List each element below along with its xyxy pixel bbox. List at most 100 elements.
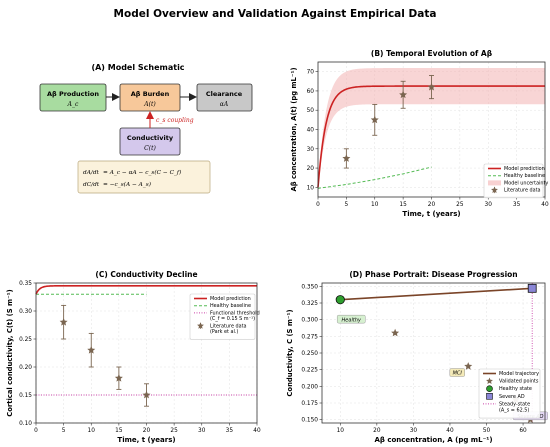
y-tick-label: 0.30 bbox=[19, 309, 32, 315]
node-clearance-label: Clearance bbox=[206, 90, 243, 98]
chart-title: (B) Temporal Evolution of Aβ bbox=[371, 49, 493, 58]
panel-d-phase-portrait: 10 20 30 40 50 60 0.150 0.175 0.200 0.225 0.250 0.2… bbox=[286, 270, 548, 444]
literature-data-point bbox=[342, 154, 351, 162]
equation-2-lhs: dC/dt bbox=[83, 182, 100, 188]
legend-box bbox=[478, 368, 541, 419]
node-burden-sub: A(t) bbox=[143, 101, 156, 108]
x-tick-label: 10 bbox=[88, 428, 96, 434]
x-tick-label: 40 bbox=[253, 428, 261, 434]
x-tick-label: 35 bbox=[226, 428, 234, 434]
legend-label: Literature data bbox=[504, 188, 541, 194]
legend-label: Model uncertainty bbox=[504, 180, 548, 186]
node-clearance: Clearance αA bbox=[196, 83, 253, 112]
region-annotation-label: Healthy bbox=[342, 317, 362, 323]
panel-a-schematic: (A) Model Schematic Aβ Production A_c Aβ… bbox=[39, 63, 253, 194]
y-tick-label: 0.10 bbox=[19, 421, 32, 427]
legend-label-line2: (C_f = 0.15 S m⁻¹) bbox=[210, 316, 255, 322]
literature-data-point bbox=[59, 318, 68, 326]
literature-data-point bbox=[370, 115, 379, 124]
x-tick-label: 0 bbox=[34, 428, 38, 434]
legend-label: Literature data bbox=[210, 323, 247, 329]
y-tick-label: 60 bbox=[307, 89, 315, 95]
x-tick-label: 10 bbox=[337, 428, 345, 434]
panel-c-conductivity-decline: 0 5 10 15 20 25 30 35 40 0.10 0.15 0.20 0.25 0.30 0.35… bbox=[6, 270, 261, 444]
y-tick-label: 70 bbox=[307, 70, 315, 76]
y-tick-label: 40 bbox=[307, 128, 315, 134]
legend-label: Healthy baseline bbox=[210, 303, 251, 309]
y-tick-label: 20 bbox=[307, 166, 315, 172]
x-tick-label: 20 bbox=[373, 428, 381, 434]
legend-label-line2: (Park et al.) bbox=[210, 329, 238, 335]
node-conductivity-label: Conductivity bbox=[127, 134, 174, 142]
x-tick-label: 25 bbox=[456, 202, 464, 208]
legend-label-line2: (A_s = 62.5) bbox=[499, 407, 529, 413]
validated-point bbox=[464, 362, 473, 370]
y-tick-label: 0.15 bbox=[19, 393, 32, 399]
literature-data-point bbox=[87, 346, 96, 354]
legend-swatch-star bbox=[197, 322, 204, 329]
equation-2-rhs: = −c_s(A − A_s) bbox=[103, 181, 151, 188]
panel-b-temporal-evolution: 0 5 10 15 20 25 30 35 40 10 20 30 40 50 60 70 (B) Tempor… bbox=[290, 49, 549, 218]
legend-label: Severe AD bbox=[499, 394, 525, 400]
node-production-sub: A_c bbox=[67, 101, 79, 108]
equation-1-rhs: = A_c − αA − c_s(C − C_f) bbox=[103, 169, 181, 176]
x-tick-label: 30 bbox=[485, 202, 493, 208]
y-axis-label: Aβ concentration, A(t) (pg mL⁻¹) bbox=[290, 67, 298, 191]
x-tick-label: 5 bbox=[62, 428, 66, 434]
legend-swatch-star bbox=[491, 186, 498, 194]
literature-data-point bbox=[399, 90, 408, 99]
legend-swatch-band bbox=[488, 180, 501, 186]
y-tick-label: 0.25 bbox=[19, 337, 32, 343]
uncertainty-band bbox=[318, 68, 545, 191]
panel-a-title: (A) Model Schematic bbox=[91, 63, 184, 72]
node-burden-label: Aβ Burden bbox=[131, 90, 170, 98]
node-production-label: Aβ Production bbox=[47, 90, 99, 98]
plot-border bbox=[35, 282, 258, 424]
x-tick-label: 25 bbox=[170, 428, 178, 434]
x-tick-label: 0 bbox=[316, 202, 320, 208]
x-axis-label: Time, t (years) bbox=[117, 436, 175, 444]
x-tick-label: 20 bbox=[143, 428, 151, 434]
x-tick-label: 30 bbox=[410, 428, 418, 434]
x-axis-label: Time, t (years) bbox=[402, 210, 460, 218]
x-tick-label: 15 bbox=[115, 428, 123, 434]
x-tick-label: 5 bbox=[345, 202, 349, 208]
figure-title: Model Overview and Validation Against Em… bbox=[114, 8, 437, 20]
region-annotation-box bbox=[336, 314, 366, 324]
y-tick-label: 30 bbox=[307, 147, 315, 153]
literature-data-point bbox=[427, 82, 436, 91]
legend-label: Steady-state bbox=[499, 401, 530, 407]
y-tick-label: 10 bbox=[307, 185, 315, 191]
validated-point bbox=[391, 328, 400, 337]
y-tick-label: 0.35 bbox=[19, 281, 32, 287]
legend-swatch-star bbox=[486, 377, 493, 385]
node-production: Aβ Production A_c bbox=[39, 83, 107, 112]
x-tick-label: 15 bbox=[399, 202, 407, 208]
literature-data-point bbox=[114, 374, 123, 382]
node-conductivity: Conductivity C(t) bbox=[119, 127, 181, 156]
legend-swatch-square bbox=[486, 392, 493, 400]
y-tick-label: 0.350 bbox=[301, 284, 318, 290]
literature-data-point bbox=[142, 390, 151, 399]
legend-label: Healthy state bbox=[499, 386, 532, 392]
y-tick-label: 0.325 bbox=[301, 301, 318, 307]
model-prediction-line bbox=[35, 285, 257, 295]
plot-border bbox=[321, 282, 546, 424]
x-tick-label: 10 bbox=[371, 202, 379, 208]
node-burden: Aβ Burden A(t) bbox=[119, 83, 181, 112]
x-tick-label: 20 bbox=[428, 202, 436, 208]
chart-title: (C) Conductivity Decline bbox=[95, 270, 197, 279]
coupling-label: c_s coupling bbox=[156, 117, 194, 124]
y-axis-label: Conductivity, C (S m⁻¹) bbox=[286, 309, 294, 396]
severe-ad-marker bbox=[527, 283, 537, 293]
equations-box-bg bbox=[77, 160, 211, 194]
x-tick-label: 60 bbox=[519, 428, 527, 434]
x-tick-label: 40 bbox=[446, 428, 454, 434]
y-tick-label: 0.225 bbox=[301, 368, 318, 374]
legend-label: Model prediction bbox=[210, 296, 251, 302]
legend-label: Validated points bbox=[499, 379, 539, 385]
region-annotation-label: MCI bbox=[453, 371, 463, 377]
y-tick-label: 0.175 bbox=[301, 401, 318, 407]
x-tick-label: 40 bbox=[541, 202, 549, 208]
